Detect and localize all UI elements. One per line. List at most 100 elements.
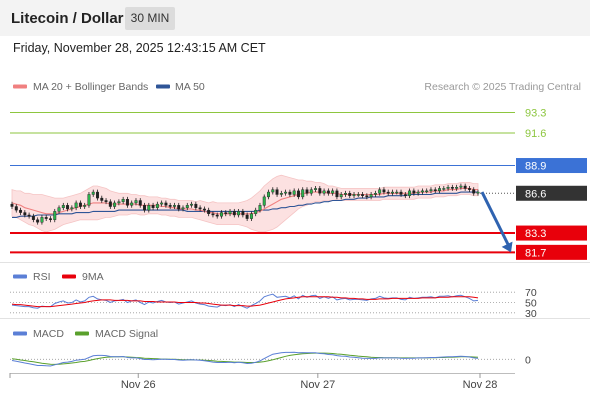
candle-body bbox=[412, 190, 416, 194]
candle-body bbox=[455, 187, 459, 189]
candle-body bbox=[168, 205, 172, 207]
candle-body bbox=[172, 205, 176, 207]
candle-body bbox=[202, 208, 206, 211]
candle-body bbox=[352, 194, 356, 196]
candle-body bbox=[70, 207, 74, 210]
candle-body bbox=[66, 205, 70, 210]
candle-body bbox=[254, 209, 258, 214]
candle-body bbox=[386, 191, 390, 194]
candle-body bbox=[104, 200, 108, 202]
candle-body bbox=[472, 189, 476, 194]
candle-body bbox=[181, 207, 185, 210]
macd-level-label-0: 0 bbox=[525, 354, 531, 366]
candle-body bbox=[61, 205, 65, 208]
candle-body bbox=[134, 200, 138, 204]
candle-body bbox=[121, 199, 125, 202]
candle-body bbox=[23, 212, 27, 216]
candle-body bbox=[185, 205, 189, 208]
level-label-81.7: 81.7 bbox=[525, 247, 546, 259]
candle-body bbox=[117, 201, 121, 204]
level-tag-83.3 bbox=[516, 225, 587, 241]
candle-body bbox=[194, 203, 198, 208]
timeframe-badge[interactable]: 30 MIN bbox=[125, 7, 175, 30]
candle-body bbox=[155, 203, 159, 208]
x-tick-label: Nov 27 bbox=[300, 379, 335, 391]
candle-body bbox=[275, 189, 279, 195]
candle-body bbox=[399, 191, 403, 195]
ma50-line bbox=[12, 191, 478, 218]
projection-arrow-shaft bbox=[480, 191, 511, 248]
candle-body bbox=[74, 202, 78, 208]
candle-body bbox=[19, 209, 23, 213]
candle-body bbox=[249, 213, 253, 219]
candle-body bbox=[160, 202, 164, 205]
candle-body bbox=[318, 188, 322, 194]
candle-body bbox=[296, 190, 300, 198]
candle-body bbox=[96, 191, 99, 199]
candle-body bbox=[309, 189, 313, 194]
candle-body bbox=[177, 205, 181, 210]
header-bar: Litecoin / Dollar 30 MIN bbox=[0, 0, 590, 36]
attribution-label: Research © 2025 Trading Central bbox=[424, 81, 581, 93]
macd-legend-swatch bbox=[13, 331, 27, 336]
candle-body bbox=[108, 201, 112, 207]
candle-body bbox=[198, 207, 202, 210]
candle-body bbox=[378, 189, 382, 194]
candle-body bbox=[301, 189, 305, 198]
level-label-83.3: 83.3 bbox=[525, 228, 546, 240]
candle-body bbox=[87, 194, 91, 206]
ma50-legend-swatch bbox=[156, 84, 170, 89]
projection-arrow-head bbox=[501, 241, 513, 253]
macd-panel: MACD MACD Signal 0 bbox=[10, 328, 531, 367]
level-tag-81.7 bbox=[516, 244, 587, 260]
ma20-legend-label: MA 20 + Bollinger Bands bbox=[33, 81, 148, 93]
candle-body bbox=[288, 191, 292, 195]
candle-body bbox=[395, 191, 399, 194]
candle-body bbox=[271, 189, 275, 193]
x-tick-label: Nov 28 bbox=[463, 379, 498, 391]
candle-body bbox=[10, 203, 14, 207]
candle-body bbox=[262, 196, 266, 206]
rsi-legend-swatch bbox=[13, 274, 27, 279]
candle-body bbox=[403, 194, 407, 196]
candle-body bbox=[220, 212, 223, 217]
candle-body bbox=[211, 213, 215, 216]
level-label-88.9: 88.9 bbox=[525, 161, 546, 173]
candle-body bbox=[408, 190, 412, 196]
candle-body bbox=[305, 189, 309, 194]
ma50-legend-label: MA 50 bbox=[175, 81, 205, 93]
candle-body bbox=[215, 214, 219, 217]
candle-body bbox=[44, 217, 48, 219]
candle-body bbox=[348, 193, 352, 196]
candle-body bbox=[113, 202, 117, 207]
candle-body bbox=[130, 202, 134, 206]
candle-body bbox=[36, 219, 40, 223]
candle-body bbox=[292, 190, 296, 195]
level-tag-88.9 bbox=[516, 158, 587, 174]
candle-body bbox=[442, 188, 446, 190]
candle-body bbox=[343, 193, 347, 195]
candle-body bbox=[416, 191, 420, 194]
candle-body bbox=[335, 190, 339, 198]
candle-body bbox=[27, 214, 31, 217]
time-axis: Nov 26 Nov 27 Nov 28 bbox=[9, 373, 498, 391]
instrument-title: Litecoin / Dollar bbox=[11, 10, 124, 27]
candle-body bbox=[237, 211, 241, 216]
rsi-ma-legend-swatch bbox=[62, 274, 76, 279]
macd-legend-label: MACD bbox=[33, 328, 64, 340]
candle-body bbox=[207, 209, 211, 214]
candle-body bbox=[14, 206, 18, 211]
candle-body bbox=[53, 211, 57, 220]
last-price-tag bbox=[516, 185, 587, 201]
candle-body bbox=[241, 211, 245, 216]
candle-body bbox=[339, 194, 343, 198]
candle-body bbox=[361, 194, 365, 196]
candle-body bbox=[143, 205, 147, 211]
price-panel: 93.3 91.6 88.9 83.3 81.7 86.6 bbox=[10, 107, 587, 260]
candle-body bbox=[279, 193, 283, 195]
candle-body bbox=[245, 214, 249, 219]
candle-body bbox=[446, 187, 450, 189]
candle-body bbox=[433, 189, 437, 192]
rsi-level-label-30: 30 bbox=[525, 308, 537, 320]
